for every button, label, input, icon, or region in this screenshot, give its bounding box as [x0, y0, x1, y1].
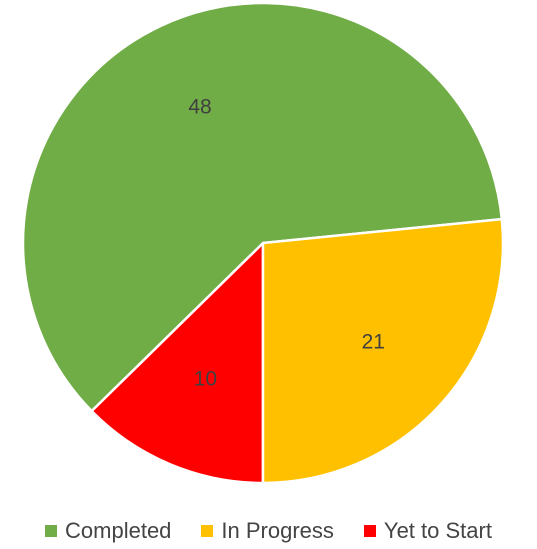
legend-label-yet-to-start: Yet to Start — [383, 518, 492, 543]
legend-item-yet-to-start: Yet to Start — [363, 518, 492, 543]
legend-swatch-in-progress — [201, 525, 214, 537]
data-label-in-progress: 21 — [362, 330, 385, 353]
legend-label-completed: Completed — [65, 518, 172, 543]
pie-slices — [21, 1, 505, 485]
pie-slice-yet-to-start — [90, 241, 265, 485]
legend-swatch-completed — [45, 525, 58, 537]
legend-swatch-yet-to-start — [363, 525, 376, 537]
pie-slice-in-progress — [261, 217, 505, 485]
legend-item-completed: Completed — [45, 520, 171, 542]
pie-slice-completed — [21, 1, 504, 413]
legend-item-in-progress: In Progress — [201, 520, 334, 542]
data-label-yet-to-start: 10 — [194, 368, 217, 391]
data-labels: 10 48 21 — [188, 96, 385, 391]
data-label-completed: 48 — [188, 96, 211, 119]
chart-legend: Completed In Progress Yet to Start — [0, 514, 537, 548]
legend-label-in-progress: In Progress — [221, 518, 334, 543]
